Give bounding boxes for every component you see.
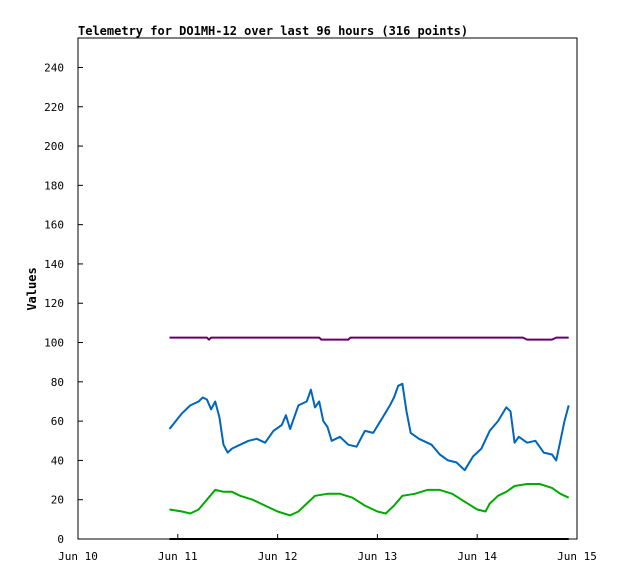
x-tick-label: Jun 12 bbox=[258, 550, 298, 563]
series-line-3 bbox=[169, 483, 570, 517]
x-tick-label: Jun 15 bbox=[557, 550, 597, 563]
y-axis-label: Values bbox=[25, 267, 39, 310]
x-axis: Jun 10 Jun 11 Jun 12 Jun 13 Jun 14 Jun 15 bbox=[58, 534, 597, 563]
x-tick-label: Jun 13 bbox=[358, 550, 398, 563]
series-line-1 bbox=[169, 336, 569, 341]
x-tick-label: Jun 10 bbox=[58, 550, 98, 563]
plot-area bbox=[77, 37, 578, 540]
y-tick-label: 20 bbox=[51, 494, 64, 507]
y-axis: 0 20 40 60 80 100 120 140 160 180 200 220 240 bbox=[44, 61, 83, 546]
series-line-2 bbox=[168, 382, 570, 472]
x-tick-label: Jun 11 bbox=[158, 550, 198, 563]
y-tick-label: 40 bbox=[51, 454, 64, 467]
x-tick-label: Jun 14 bbox=[457, 550, 497, 563]
chart-title: Telemetry for DO1MH-12 over last 96 hour… bbox=[78, 24, 468, 38]
y-tick-label: 120 bbox=[44, 297, 64, 310]
y-tick-label: 140 bbox=[44, 258, 64, 271]
y-tick-label: 160 bbox=[44, 219, 64, 232]
series-layer bbox=[168, 336, 570, 540]
y-tick-label: 200 bbox=[44, 140, 64, 153]
y-tick-label: 80 bbox=[51, 376, 64, 389]
y-tick-label: 220 bbox=[44, 101, 64, 114]
y-tick-label: 180 bbox=[44, 179, 64, 192]
y-tick-label: 240 bbox=[44, 61, 64, 74]
y-tick-label: 60 bbox=[51, 415, 64, 428]
y-tick-label: 0 bbox=[57, 533, 64, 546]
y-tick-label: 100 bbox=[44, 337, 64, 350]
